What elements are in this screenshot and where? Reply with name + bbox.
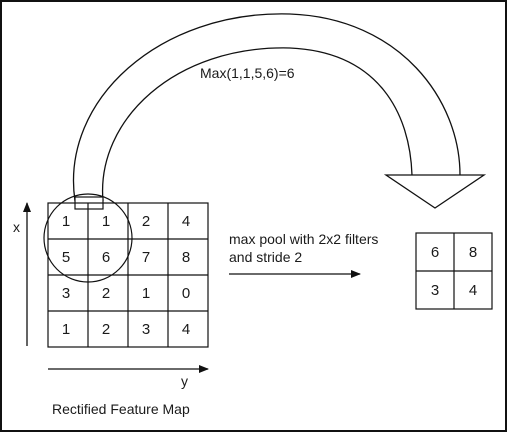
curved-arrow-inner (101, 47, 413, 202)
input-cell-r4-c4: 4 (182, 321, 190, 338)
input-cell-r3-c1: 3 (62, 285, 70, 302)
output-cell-r2-c2: 4 (469, 282, 477, 299)
input-cell-r3-c3: 1 (142, 285, 150, 302)
output-cell-r1-c1: 6 (431, 244, 439, 261)
output-cell-values: 6 8 3 4 (431, 244, 477, 299)
input-cell-r2-c3: 7 (142, 249, 150, 266)
input-cell-r1-c2: 1 (102, 213, 110, 230)
x-axis-label: x (13, 219, 20, 235)
input-cell-r4-c1: 1 (62, 321, 70, 338)
input-cell-r2-c4: 8 (182, 249, 190, 266)
curved-arrow-outer (72, 13, 461, 202)
input-cell-values: 1 1 2 4 5 6 7 8 3 2 1 0 1 2 3 4 (62, 213, 190, 338)
input-cell-r4-c3: 3 (142, 321, 150, 338)
input-cell-r1-c1: 1 (62, 213, 70, 230)
output-cell-r2-c1: 3 (431, 282, 439, 299)
input-cell-r2-c1: 5 (62, 249, 70, 266)
input-cell-r3-c2: 2 (102, 285, 110, 302)
input-cell-r1-c4: 4 (182, 213, 190, 230)
output-pooled-grid (415, 232, 493, 310)
input-cell-r4-c2: 2 (102, 321, 110, 338)
output-cell-r1-c2: 8 (469, 244, 477, 261)
y-axis-label: y (181, 373, 188, 389)
feature-map-caption: Rectified Feature Map (52, 401, 190, 417)
input-cell-r3-c4: 0 (182, 285, 190, 302)
input-feature-map-grid (47, 202, 209, 348)
max-formula: Max(1,1,5,6)=6 (200, 65, 295, 81)
curved-arrow-head (383, 174, 487, 209)
input-cell-r1-c3: 2 (142, 213, 150, 230)
operation-label-line2: and stride 2 (229, 249, 302, 265)
pooling-window-circle (43, 193, 133, 283)
input-cell-r2-c2: 6 (102, 249, 110, 266)
operation-label-line1: max pool with 2x2 filters (229, 231, 378, 247)
